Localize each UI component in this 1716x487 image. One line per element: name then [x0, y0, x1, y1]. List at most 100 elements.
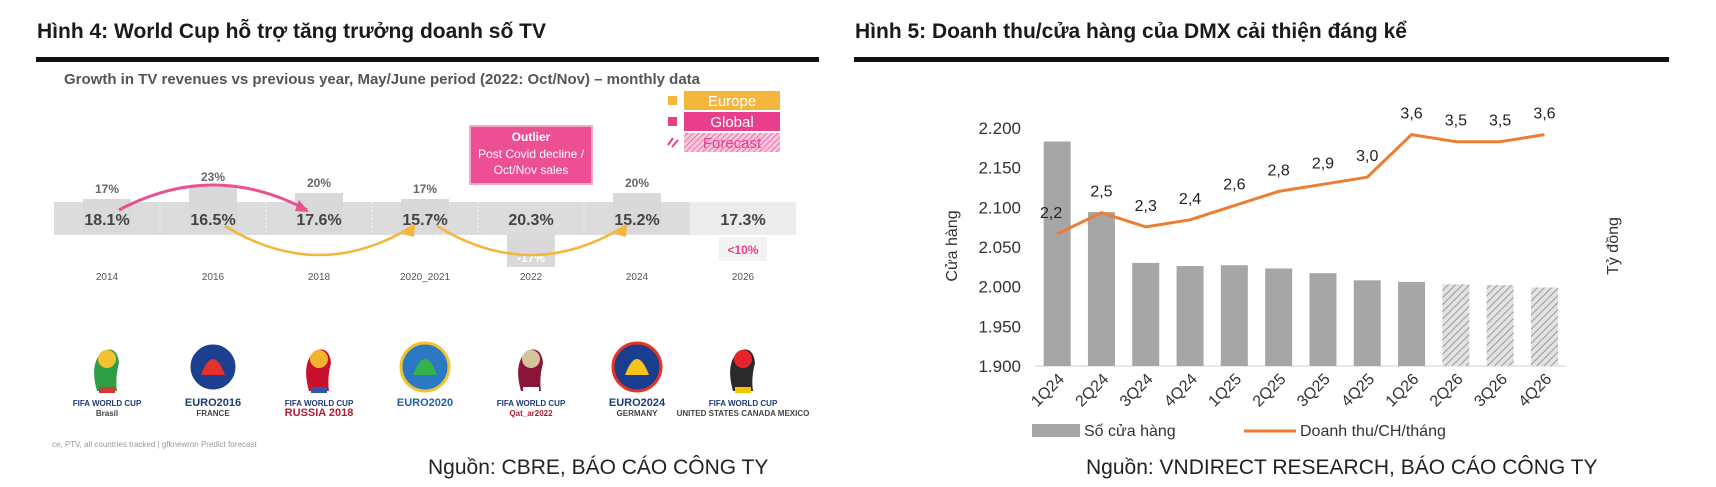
legend-marker-stores [1032, 424, 1080, 437]
logo-caption-line2: FRANCE [196, 409, 230, 418]
logo-caption-line1: FIFA WORLD CUP [497, 399, 566, 408]
global-value-label: 17.6% [296, 212, 341, 229]
revenue-label: 3,6 [1400, 106, 1422, 123]
revenue-label: 2,5 [1090, 184, 1112, 201]
logo-ring-shape [187, 341, 239, 393]
x-tick-label: 2Q26 [1427, 371, 1467, 411]
left-figure-title: Hình 4: World Cup hỗ trợ tăng trưởng doa… [37, 20, 546, 43]
x-tick-label: 2Q24 [1073, 371, 1113, 411]
europe-bar [295, 193, 343, 233]
revenue-label: 2,2 [1040, 205, 1062, 222]
logo-caption-line1: FIFA WORLD CUP [285, 399, 354, 408]
legend-marker-forecast [667, 137, 679, 148]
logo-caption-line2: Qat_ar2022 [509, 409, 553, 418]
arc-europe-trend [436, 224, 626, 257]
global-value-label: 15.2% [614, 212, 659, 229]
legend-box-global [684, 112, 780, 131]
logo-caption-line2: UNITED STATES CANADA MEXICO [677, 409, 810, 418]
logo-caption-line2: RUSSIA 2018 [285, 407, 354, 419]
revenue-label: 3,0 [1356, 148, 1378, 165]
y-tick-label: 1.950 [978, 317, 1021, 336]
logo-caption-line1: EURO2016 [185, 397, 241, 409]
legend-marker-global [668, 117, 677, 126]
legend-label-stores: Số cửa hàng [1084, 423, 1176, 440]
logo-ring-shape [399, 341, 451, 393]
legend-label-europe: Europe [708, 93, 756, 110]
global-value-label: 17.3% [720, 212, 765, 229]
y-tick-label: 2.200 [978, 119, 1021, 138]
store-count-bar [1353, 280, 1381, 366]
right-source: Nguồn: VNDIRECT RESEARCH, BÁO CÁO CÔNG T… [1086, 456, 1598, 479]
europe-bar [613, 193, 661, 233]
logo-caption-line1: EURO2024 [609, 397, 666, 409]
store-count-bar [1442, 284, 1470, 366]
legend-marker-europe [668, 96, 677, 105]
europe-bar [189, 187, 237, 233]
global-value-label: 18.1% [84, 212, 129, 229]
left-title-rule [36, 57, 819, 62]
legend-box-europe [684, 91, 780, 110]
europe-bar-label: -17% [517, 251, 545, 265]
arc-europe-trend [224, 224, 414, 257]
europe-bar-label: 20% [307, 176, 331, 190]
y-tick-label: 2.000 [978, 278, 1021, 297]
logo-base-shape [735, 387, 751, 393]
outlier-text: Oct/Nov sales [494, 163, 569, 177]
category-label: 2018 [308, 272, 331, 283]
logo-ball-shape [310, 350, 328, 368]
arc-arrowhead [295, 200, 309, 212]
legend-box-forecast [684, 133, 780, 152]
right-figure-title: Hình 5: Doanh thu/cửa hàng của DMX cải t… [855, 20, 1407, 43]
category-label: 2022 [520, 272, 543, 283]
global-value-label: 16.5% [190, 212, 235, 229]
revenue-label: 3,5 [1489, 113, 1511, 130]
logo-caption-line2: Brasil [96, 409, 118, 418]
x-tick-label: 3Q26 [1471, 371, 1511, 411]
europe-bar-label: 17% [413, 182, 437, 196]
store-count-bar [1087, 212, 1115, 366]
arc-arrowhead [615, 224, 627, 237]
outlier-text: Post Covid decline / [478, 147, 585, 161]
category-label: 2024 [626, 272, 649, 283]
store-count-bar [1530, 287, 1558, 366]
europe-bar-label: 17% [95, 182, 119, 196]
x-tick-label: 1Q25 [1205, 371, 1245, 411]
logo-ball-shape [734, 350, 752, 368]
legend-label-revenue: Doanh thu/CH/tháng [1300, 423, 1446, 440]
global-band-forecast [690, 202, 796, 235]
europe-bar-label: 23% [201, 170, 225, 184]
x-tick-label: 3Q24 [1117, 371, 1157, 411]
revenue-label: 2,8 [1268, 162, 1290, 179]
store-count-bar [1043, 141, 1071, 366]
left-chart-title: Growth in TV revenues vs previous year, … [64, 71, 701, 88]
store-count-bar [1176, 266, 1204, 366]
revenue-label: 2,4 [1179, 191, 1201, 208]
europe-bar-label: 20% [625, 176, 649, 190]
logo-base-shape [311, 387, 327, 393]
logo-ball-shape [98, 350, 116, 368]
uefa-euro-2020-logo: EURO2020 [397, 341, 453, 409]
x-tick-label: 4Q26 [1516, 371, 1556, 411]
left-source: Nguồn: CBRE, BÁO CÁO CÔNG TY [428, 456, 769, 479]
y-tick-label: 2.150 [978, 159, 1021, 178]
outlier-box [469, 125, 593, 185]
logo-ring-shape [611, 341, 663, 393]
store-count-bar [1220, 265, 1248, 366]
global-value-label: 20.3% [508, 212, 553, 229]
forecast-bar-label: <10% [727, 243, 758, 257]
revenue-label: 2,3 [1135, 198, 1157, 215]
logo-cup-shape [413, 359, 437, 375]
logo-cup-shape [201, 359, 225, 375]
store-count-bar [1265, 268, 1293, 366]
category-label: 2014 [96, 272, 119, 283]
x-tick-label: 4Q25 [1338, 371, 1378, 411]
x-tick-label: 2Q25 [1250, 371, 1290, 411]
arc-arrowhead [403, 224, 415, 237]
logo-base-shape [99, 387, 115, 393]
logo-caption-line1: EURO2020 [397, 397, 453, 409]
x-tick-label: 1Q26 [1383, 371, 1423, 411]
